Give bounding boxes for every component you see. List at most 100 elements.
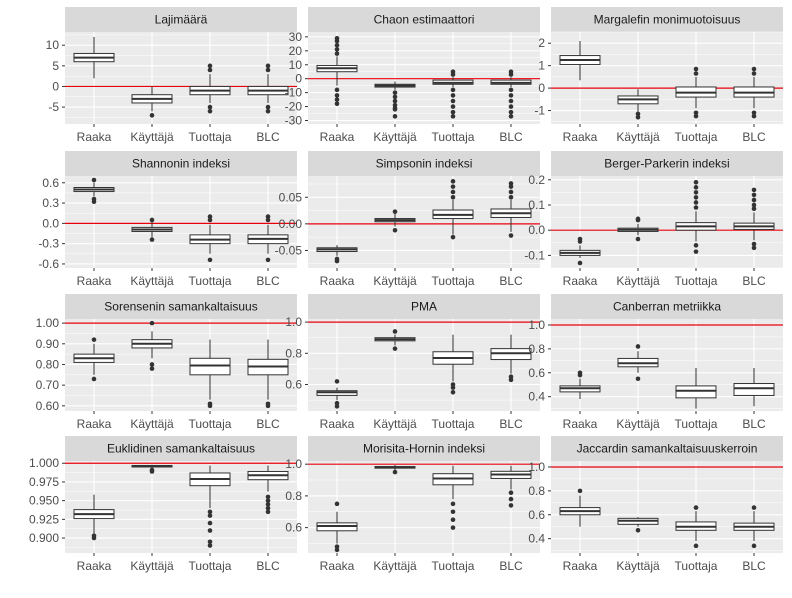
x-tick-label: Tuottaja <box>432 417 475 431</box>
outlier-point <box>334 256 340 262</box>
outlier-point <box>450 109 456 115</box>
facet-strip <box>65 436 297 461</box>
box-tuottaja <box>189 339 231 409</box>
facet-strip <box>65 151 297 176</box>
outlier-point <box>334 400 340 406</box>
facet-panel: Lajimäärä -5 0 5 10 Raaka Käyttäjä Tuottaja BLC <box>46 7 297 144</box>
facet-panel: Sorensenin samankaltaisuus 0.60 0.70 0.80 0.… <box>36 294 297 431</box>
x-tick-label: BLC <box>256 130 280 144</box>
outlier-point <box>693 110 699 116</box>
box-raaka <box>316 379 358 409</box>
box-blc <box>490 69 532 119</box>
outlier-point <box>751 197 757 203</box>
box-blc <box>247 339 289 409</box>
y-tick-label: 0.6 <box>285 521 302 535</box>
outlier-point <box>751 113 757 119</box>
box-raaka <box>73 337 115 382</box>
outlier-point <box>334 501 340 507</box>
box-tuottaja <box>432 334 474 395</box>
outlier-point <box>635 216 641 222</box>
box-käyttäjä <box>131 464 173 474</box>
y-tick-label: 0.3 <box>42 196 59 210</box>
outlier-point <box>450 184 456 189</box>
outlier-point <box>508 189 514 195</box>
outlier-point <box>207 401 213 407</box>
x-tick-label: Tuottaja <box>189 417 232 431</box>
box-blc <box>247 63 289 114</box>
y-tick-label: -0.6 <box>38 257 59 271</box>
y-tick-label: 0.1 <box>528 198 545 212</box>
facet-panel: Euklidinen samankaltaisuus 0.900 0.925 0.95… <box>29 436 297 573</box>
outlier-point <box>751 71 757 76</box>
x-tick-label: BLC <box>256 559 280 573</box>
outlier-point <box>508 98 514 104</box>
outlier-point <box>334 101 340 107</box>
y-tick-label: 0.90 <box>36 337 60 351</box>
x-tick-label: BLC <box>742 559 766 573</box>
outlier-point <box>450 517 456 522</box>
outlier-point <box>265 217 271 223</box>
outlier-point <box>693 249 699 254</box>
y-tick-label: 1.00 <box>36 316 60 330</box>
outlier-point <box>751 66 757 72</box>
facet-panel: Berger-Parkerin indeksi -0.1 0.0 0.1 0.2 Raak… <box>524 151 783 288</box>
outlier-point <box>265 494 271 500</box>
panel-background <box>551 32 783 124</box>
facet-strip <box>308 294 540 319</box>
x-tick-label: Tuottaja <box>189 130 232 144</box>
box-blc <box>490 334 532 383</box>
x-tick-label: Käyttäjä <box>130 417 174 431</box>
y-tick-label: -10 <box>285 86 303 100</box>
outlier-point <box>265 502 271 507</box>
y-tick-label: -1 <box>534 104 545 118</box>
facet-panel: PMA 0.6 0.8 1.0 Raaka Käyttäjä Tuottaja BLC <box>285 294 540 431</box>
outlier-point <box>91 337 97 342</box>
outlier-point <box>334 93 340 98</box>
x-tick-label: Tuottaja <box>189 274 232 288</box>
facet-strip <box>308 7 540 32</box>
outlier-point <box>207 513 213 518</box>
outlier-point <box>693 113 699 119</box>
outlier-point <box>635 111 641 117</box>
outlier-point <box>508 496 514 502</box>
outlier-point <box>207 214 213 219</box>
outlier-point <box>334 547 340 553</box>
y-tick-label: 0.6 <box>42 176 59 190</box>
facet-title: PMA <box>411 300 437 314</box>
y-tick-label: 0.70 <box>36 378 60 392</box>
outlier-point <box>508 114 514 119</box>
outlier-point <box>450 525 456 530</box>
outlier-point <box>508 87 514 93</box>
outlier-point <box>693 180 699 185</box>
box-tuottaja <box>432 179 474 240</box>
y-tick-label: 0.0 <box>42 216 59 230</box>
outlier-point <box>693 200 699 205</box>
outlier-point <box>265 257 271 263</box>
box-blc <box>733 187 775 251</box>
y-tick-label: 1.0 <box>285 315 302 329</box>
outlier-point <box>334 51 340 56</box>
box-raaka <box>559 236 601 266</box>
x-tick-label: Raaka <box>320 559 355 573</box>
y-tick-label: -5 <box>48 100 59 114</box>
facet-panel: Margalefin monimuotoisuus -1 0 1 2 Raaka Käytt… <box>534 7 783 144</box>
y-tick-label: 0 <box>52 79 59 93</box>
outlier-point <box>751 202 757 208</box>
outlier-point <box>334 379 340 384</box>
facet-title: Sorensenin samankaltaisuus <box>104 300 257 314</box>
x-tick-label: BLC <box>742 130 766 144</box>
outlier-point <box>751 206 757 212</box>
outlier-point <box>207 520 213 526</box>
iqr-box <box>189 357 231 376</box>
panel-background <box>65 32 297 124</box>
x-tick-label: Käyttäjä <box>130 274 174 288</box>
outlier-point <box>751 187 757 193</box>
outlier-point <box>751 110 757 116</box>
outlier-point <box>392 107 398 112</box>
facet-strip <box>65 7 297 32</box>
facet-panel: Jaccardin samankaltaisuuskerroin 0.4 0.6 0.… <box>528 436 783 573</box>
y-tick-label: 0.4 <box>528 390 545 404</box>
y-tick-label: 0.8 <box>285 346 302 360</box>
x-tick-label: Käyttäjä <box>616 274 660 288</box>
y-tick-label: 5 <box>52 59 59 73</box>
